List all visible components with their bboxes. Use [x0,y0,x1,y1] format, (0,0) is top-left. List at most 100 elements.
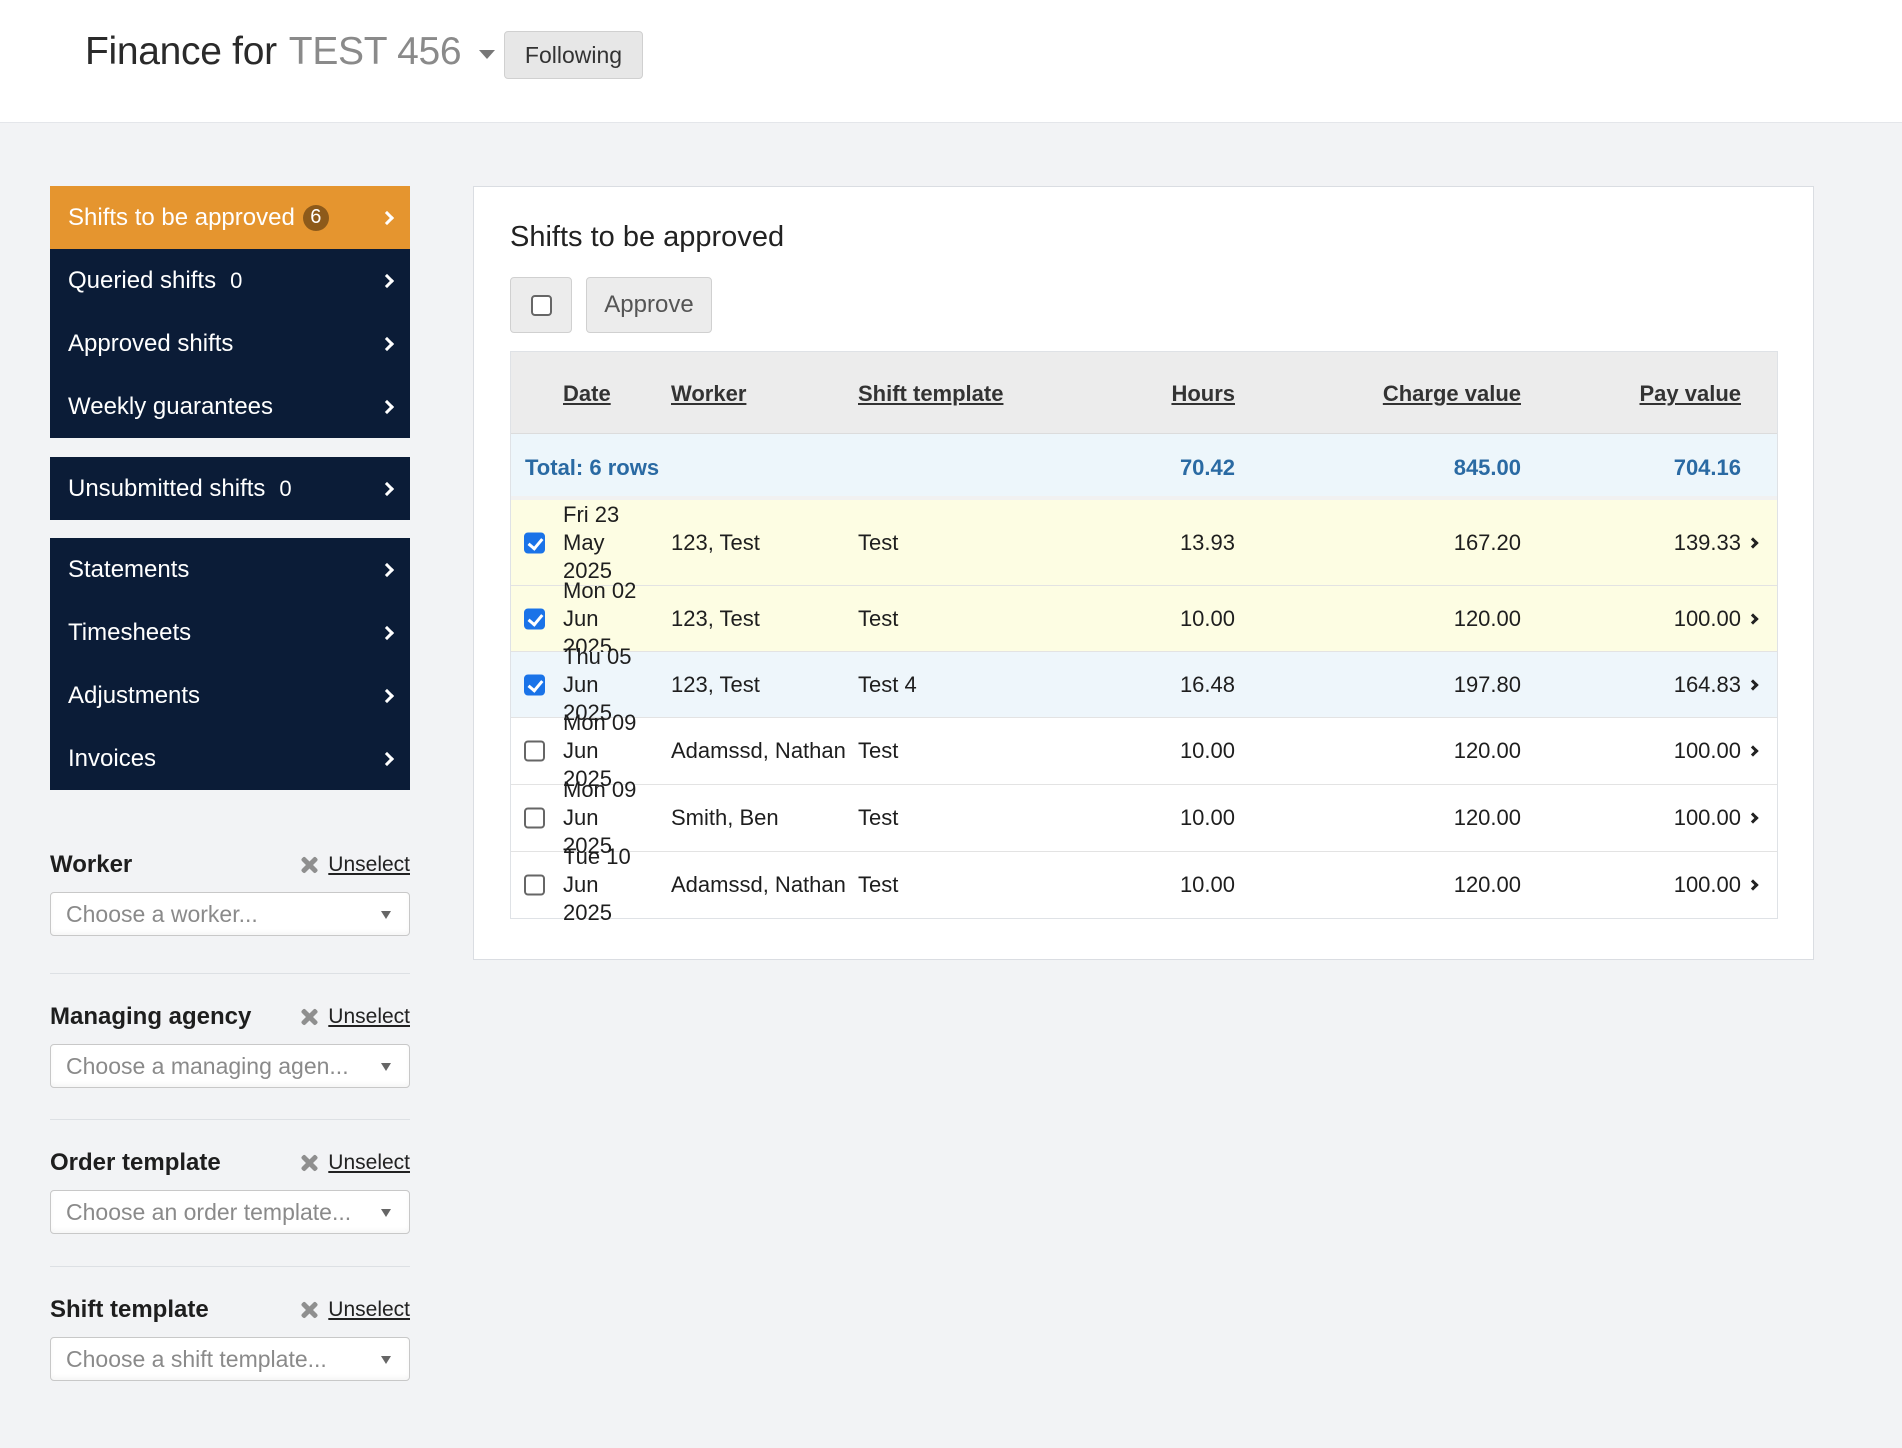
row-pay: 164.83 [1673,671,1741,697]
order-template-select[interactable]: Choose an order template... [50,1190,410,1234]
unselect-link[interactable]: Unselect [300,853,410,877]
nav-group-documents: Statements Timesheets Adjustments Invoic… [50,538,410,790]
nav-item-label: Adjustments [68,681,201,709]
row-checkbox[interactable] [524,532,545,553]
unselect-label: Unselect [328,1005,410,1028]
total-pay: 704.16 [1673,455,1741,480]
chevron-right-icon [379,399,395,414]
chevron-down-icon [381,911,391,919]
nav-item-unsubmitted-shifts[interactable]: Unsubmitted shifts 0 [50,457,410,520]
row-worker: Adamssd, Nathan [671,738,846,763]
select-placeholder: Choose an order template... [66,1198,352,1225]
unselect-label: Unselect [328,853,410,876]
nav-item-shifts-to-be-approved[interactable]: Shifts to be approved 6 [50,186,410,249]
table-row[interactable]: Mon 09 Jun 2025 Smith, Ben Test 10.00 12… [511,777,1777,858]
page-title-prefix: Finance for [85,30,277,73]
chevron-right-icon [379,481,395,496]
column-header-date[interactable]: Date [563,381,611,406]
row-checkbox[interactable] [524,674,545,695]
row-charge: 167.20 [1453,529,1521,555]
chevron-right-icon [379,562,395,577]
row-hours: 16.48 [1179,671,1235,697]
count-label: 0 [230,267,243,293]
worker-select[interactable]: Choose a worker... [50,892,410,936]
table-row[interactable]: Tue 10 Jun 2025 Adamssd, Nathan Test 10.… [511,844,1777,925]
nav-item-label: Shifts to be approved [68,203,295,231]
row-template: Test [858,529,899,555]
nav-item-label: Timesheets [68,618,192,646]
row-date: Mon 02 Jun 2025 [563,577,637,659]
close-icon [300,1154,318,1172]
row-worker: 123, Test [671,605,760,631]
column-header-worker[interactable]: Worker [671,381,747,406]
table-row[interactable]: Thu 05 Jun 2025 123, Test Test 4 16.48 1… [511,644,1777,725]
chevron-right-icon [1747,536,1759,549]
chevron-right-icon [379,336,395,351]
nav-item-queried-shifts[interactable]: Queried shifts 0 [50,249,410,312]
row-worker: Smith, Ben [671,805,779,830]
managing-agency-select[interactable]: Choose a managing agen... [50,1044,410,1088]
nav-item-timesheets[interactable]: Timesheets [50,601,410,664]
row-charge: 120.00 [1453,805,1521,830]
column-header-charge-value[interactable]: Charge value [1382,381,1521,406]
table-row[interactable]: Fri 23 May 2025 123, Test Test 13.93 167… [511,500,1777,586]
row-date: Tue 10 Jun 2025 [563,844,631,925]
row-charge: 120.00 [1453,872,1521,897]
chevron-right-icon [1747,678,1759,691]
nav-item-label: Unsubmitted shifts [68,474,266,502]
close-icon [300,1008,318,1026]
row-worker: 123, Test [671,529,760,555]
nav-item-weekly-guarantees[interactable]: Weekly guarantees [50,375,410,438]
nav-item-label: Weekly guarantees [68,392,274,420]
shifts-panel: Shifts to be approved Approve Date Worke… [473,186,1814,960]
select-all-checkbox[interactable] [510,277,572,333]
caret-down-icon[interactable] [479,49,496,59]
unselect-link[interactable]: Unselect [300,1005,410,1029]
row-template: Test [858,872,899,897]
row-hours: 13.93 [1179,529,1235,555]
row-pay: 100.00 [1673,738,1741,763]
table-row[interactable]: Mon 02 Jun 2025 123, Test Test 10.00 120… [511,578,1777,659]
following-button[interactable]: Following [504,31,643,79]
nav-item-approved-shifts[interactable]: Approved shifts [50,312,410,375]
approve-button[interactable]: Approve [586,277,712,333]
column-header-shift-template[interactable]: Shift template [858,381,1004,406]
checkbox-icon [530,294,552,316]
client-name[interactable]: TEST 456 [288,30,462,73]
filter-shift-template: Shift template Unselect Choose a shift t… [50,1266,410,1381]
filter-label: Worker [50,851,133,878]
select-placeholder: Choose a worker... [66,900,258,927]
column-header-hours[interactable]: Hours [1171,381,1235,406]
nav-item-label: Approved shifts [68,329,234,357]
nav-item-invoices[interactable]: Invoices [50,727,410,790]
nav-item-statements[interactable]: Statements [50,538,410,601]
divider [50,1266,410,1267]
table-row[interactable]: Mon 09 Jun 2025 Adamssd, Nathan Test 10.… [511,710,1777,791]
top-header: Finance for TEST 456 Following [0,0,1902,123]
row-checkbox[interactable] [524,874,545,896]
chevron-right-icon [1747,745,1759,757]
row-checkbox[interactable] [524,740,545,762]
filter-worker: Worker Unselect Choose a worker... [50,848,410,936]
unselect-link[interactable]: Unselect [300,1298,410,1322]
row-checkbox[interactable] [524,807,545,829]
chevron-down-icon [381,1356,391,1364]
row-checkbox[interactable] [524,608,545,629]
unselect-link[interactable]: Unselect [300,1151,410,1175]
chevron-right-icon [379,751,395,766]
filter-label: Managing agency [50,1003,252,1030]
divider [50,1119,410,1120]
column-header-pay-value[interactable]: Pay value [1639,381,1741,406]
nav-group-shifts: Shifts to be approved 6 Queried shifts 0… [50,186,410,438]
filter-managing-agency: Managing agency Unselect Choose a managi… [50,973,410,1088]
shift-template-select[interactable]: Choose a shift template... [50,1337,410,1381]
total-label: Total: 6 rows [525,455,660,480]
row-pay: 100.00 [1673,605,1741,631]
nav-item-adjustments[interactable]: Adjustments [50,664,410,727]
filter-label: Order template [50,1149,221,1176]
shifts-table: Date Worker Shift template Hours Charge … [510,351,1778,925]
row-charge: 120.00 [1453,605,1521,631]
select-placeholder: Choose a managing agen... [66,1052,349,1079]
count-label: 0 [279,475,292,501]
row-charge: 197.80 [1453,671,1521,697]
